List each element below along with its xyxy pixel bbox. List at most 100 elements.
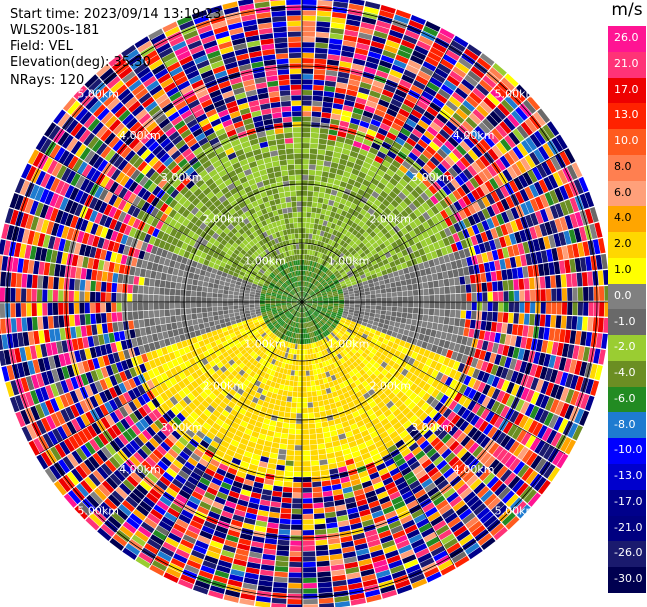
velocity-gate	[379, 122, 391, 132]
velocity-gate	[293, 381, 298, 387]
velocity-gate	[381, 306, 387, 311]
velocity-gate	[545, 158, 557, 174]
velocity-gate	[353, 286, 359, 291]
velocity-gate	[349, 293, 355, 297]
velocity-gate	[510, 370, 519, 383]
velocity-gate	[362, 11, 378, 20]
velocity-gate	[322, 273, 327, 279]
velocity-gate	[411, 128, 423, 139]
velocity-gate	[384, 113, 396, 122]
velocity-gate	[368, 195, 377, 203]
velocity-gate	[308, 289, 312, 294]
velocity-gate	[315, 291, 321, 295]
velocity-gate	[436, 346, 443, 355]
velocity-gate	[310, 444, 318, 451]
velocity-gate	[551, 247, 559, 262]
velocity-gate	[455, 241, 463, 251]
velocity-gate	[395, 182, 405, 192]
velocity-gate	[310, 307, 316, 312]
velocity-gate	[311, 267, 316, 273]
velocity-gate	[318, 597, 334, 604]
velocity-gate	[504, 356, 512, 369]
velocity-gate	[387, 203, 396, 212]
velocity-gate	[387, 272, 394, 279]
velocity-gate	[554, 218, 563, 233]
velocity-gate	[311, 306, 317, 309]
velocity-gate	[338, 203, 345, 210]
velocity-gate	[314, 53, 328, 59]
velocity-gate	[291, 519, 302, 525]
velocity-gate	[276, 550, 289, 557]
velocity-gate	[291, 397, 297, 403]
velocity-gate	[540, 289, 546, 301]
velocity-gate	[440, 263, 447, 272]
velocity-gate	[306, 217, 311, 223]
velocity-gate	[345, 280, 352, 285]
velocity-gate	[560, 315, 567, 329]
velocity-gate	[458, 344, 466, 354]
velocity-gate	[308, 407, 314, 413]
velocity-gate	[445, 294, 451, 302]
velocity-gate	[360, 274, 366, 279]
velocity-gate	[321, 171, 329, 178]
velocity-gate	[425, 237, 433, 246]
velocity-gate	[519, 290, 525, 302]
velocity-gate	[298, 365, 302, 371]
velocity-gate	[399, 274, 406, 281]
velocity-gate	[453, 251, 461, 261]
velocity-gate	[467, 377, 477, 388]
velocity-gate	[457, 198, 467, 209]
velocity-gate	[461, 302, 467, 310]
velocity-gate	[439, 27, 455, 40]
velocity-gate	[508, 290, 514, 302]
velocity-gate	[496, 270, 503, 281]
velocity-gate	[334, 224, 341, 231]
velocity-gate	[329, 468, 339, 475]
velocity-gate	[404, 341, 411, 349]
velocity-gate	[447, 359, 456, 369]
velocity-gate	[330, 266, 336, 272]
velocity-gate	[329, 316, 335, 321]
velocity-gate	[381, 118, 393, 127]
velocity-gate	[416, 100, 429, 110]
velocity-gate	[314, 268, 319, 274]
velocity-gate	[285, 460, 294, 466]
velocity-gate	[302, 530, 315, 536]
velocity-gate	[374, 186, 383, 195]
velocity-gate	[317, 298, 323, 301]
velocity-gate	[460, 310, 466, 319]
velocity-gate	[355, 255, 362, 262]
velocity-gate	[439, 199, 449, 209]
velocity-gate	[315, 281, 320, 287]
velocity-gate	[390, 98, 403, 108]
velocity-gate	[425, 21, 441, 32]
velocity-gate	[514, 359, 523, 372]
velocity-gate	[348, 3, 364, 11]
velocity-gate	[315, 245, 320, 252]
velocity-gate	[367, 95, 380, 104]
velocity-gate	[520, 121, 533, 136]
velocity-gate	[431, 378, 440, 388]
velocity-gate	[530, 391, 540, 405]
velocity-gate	[463, 153, 475, 165]
velocity-gate	[367, 169, 376, 178]
velocity-gate	[483, 262, 491, 273]
velocity-gate	[401, 187, 411, 197]
velocity-gate	[545, 314, 551, 328]
velocity-gate	[429, 121, 442, 133]
velocity-gate	[323, 299, 329, 301]
velocity-gate	[426, 81, 440, 93]
velocity-gate	[287, 391, 293, 397]
velocity-gate	[290, 545, 302, 552]
velocity-gate	[291, 508, 302, 514]
velocity-gate	[349, 306, 355, 311]
velocity-gate	[316, 307, 322, 311]
velocity-gate	[386, 108, 398, 118]
velocity-gate	[311, 278, 315, 284]
velocity-gate	[433, 280, 439, 288]
velocity-gate	[330, 118, 340, 126]
velocity-gate	[302, 492, 313, 499]
velocity-gate	[359, 292, 365, 296]
velocity-gate	[319, 312, 325, 317]
velocity-gate	[276, 459, 286, 466]
